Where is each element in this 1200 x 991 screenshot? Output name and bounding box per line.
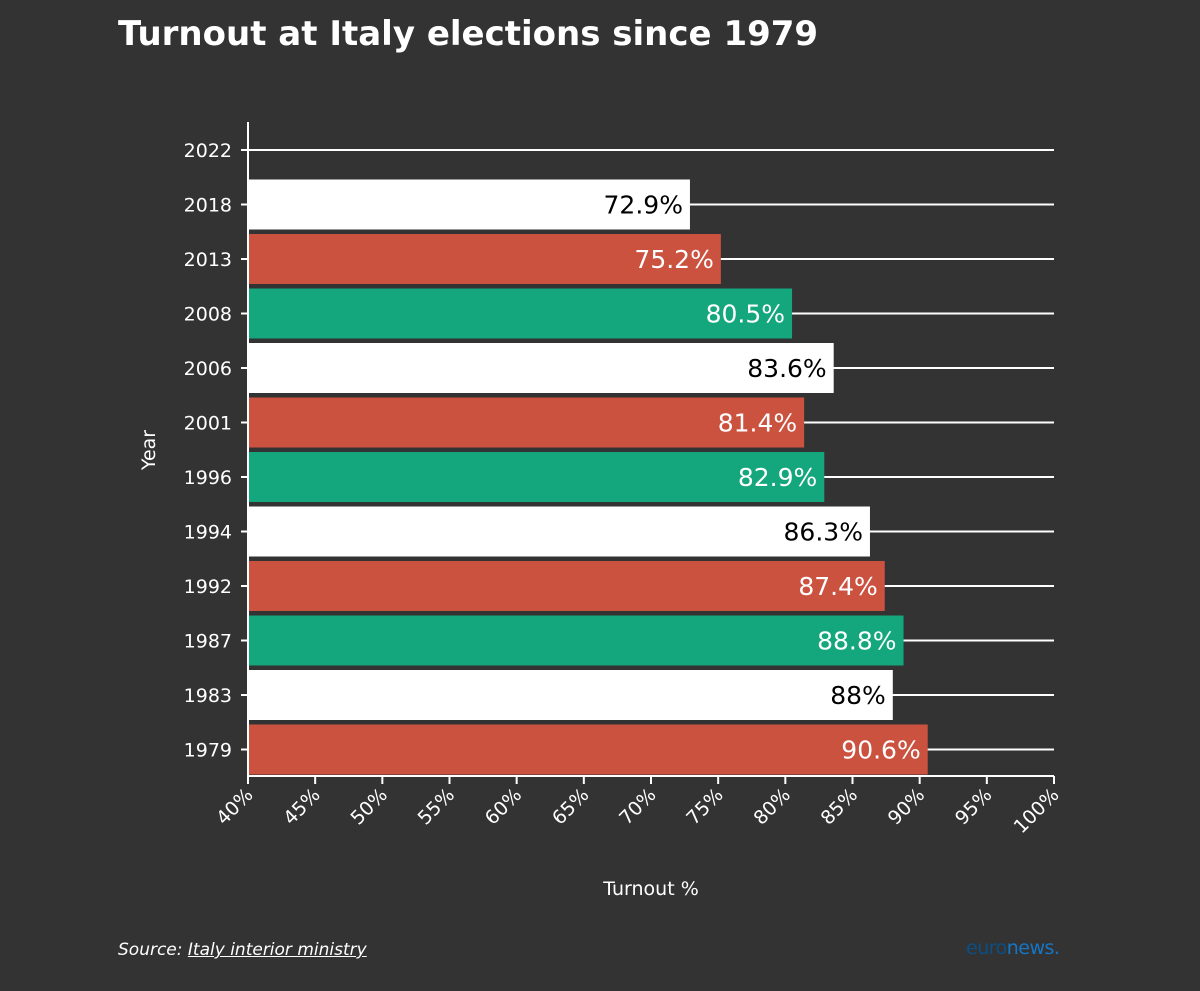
- y-tick-label-2001: 2001: [184, 413, 232, 435]
- bar-1994: [248, 506, 870, 557]
- bar-label-1996: 82.9%: [738, 463, 817, 492]
- x-tick-label-95: 95%: [951, 784, 996, 829]
- x-tick-label-70: 70%: [615, 784, 660, 829]
- x-tick-label-40: 40%: [212, 784, 257, 829]
- x-tick-label-90: 90%: [884, 784, 929, 829]
- x-tick-labels: 40% 45% 50% 55% 60% 65% 70% 75% 80% 85% 90% 95% 100%: [212, 784, 1063, 838]
- bar-label-2001: 81.4%: [718, 409, 797, 438]
- source-note: Source: Italy interior ministry: [118, 940, 367, 960]
- x-axis-label: Turnout %: [602, 878, 699, 900]
- y-tick-label-1996: 1996: [184, 467, 232, 489]
- y-tick-label-1994: 1994: [184, 522, 232, 544]
- y-tick-label-2018: 2018: [184, 195, 232, 217]
- y-tick-label-1983: 1983: [184, 685, 232, 707]
- bar-2001: [248, 397, 805, 448]
- x-tick-label-65: 65%: [548, 784, 593, 829]
- y-tick-label-1979: 1979: [184, 740, 232, 762]
- x-tick-label-55: 55%: [414, 784, 459, 829]
- axes: [241, 122, 1055, 784]
- bar-label-2018: 72.9%: [604, 191, 683, 220]
- x-tick-label-100: 100%: [1010, 784, 1064, 838]
- y-tick-labels: 2022 2018 2013 2008 2006 2001 1996 1994 1992 1987…: [184, 140, 232, 762]
- logo-part-euro: euro: [966, 937, 1007, 959]
- bar-label-1983: 88%: [830, 681, 886, 710]
- euronews-logo: euronews.: [966, 937, 1060, 959]
- bar-1996: [248, 452, 825, 502]
- source-prefix: Source:: [118, 940, 188, 960]
- bar-2013: [248, 234, 721, 284]
- y-axis-label: Year: [138, 430, 160, 471]
- bar-label-2013: 75.2%: [634, 245, 713, 274]
- bars: 72.9% 75.2% 80.5% 83.6% 81.4% 82.9% 86.3% 87.4%…: [248, 179, 928, 775]
- y-tick-label-2013: 2013: [184, 249, 232, 271]
- x-tick-label-85: 85%: [817, 784, 862, 829]
- y-tick-label-2022: 2022: [184, 140, 232, 162]
- bar-1983: [248, 670, 893, 720]
- x-tick-label-80: 80%: [749, 784, 794, 829]
- y-tick-label-1987: 1987: [184, 631, 232, 653]
- x-tick-label-60: 60%: [481, 784, 526, 829]
- chart-title: Turnout at Italy elections since 1979: [118, 14, 819, 54]
- y-tick-label-2008: 2008: [184, 304, 232, 326]
- bar-2006: [248, 343, 834, 393]
- source-link[interactable]: Italy interior ministry: [187, 940, 367, 960]
- x-tick-label-75: 75%: [682, 784, 727, 829]
- bar-label-1979: 90.6%: [841, 736, 920, 765]
- y-tick-label-1992: 1992: [184, 576, 232, 598]
- bar-label-2006: 83.6%: [747, 354, 826, 383]
- bar-2018: [248, 179, 690, 230]
- y-tick-label-2006: 2006: [184, 358, 232, 380]
- x-tick-label-45: 45%: [279, 784, 324, 829]
- bar-1992: [248, 561, 885, 611]
- bar-label-2008: 80.5%: [706, 300, 785, 329]
- logo-part-news: news.: [1006, 937, 1060, 959]
- bar-label-1994: 86.3%: [784, 518, 863, 547]
- bar-1979: [248, 724, 928, 775]
- bar-1987: [248, 615, 904, 666]
- x-tick-label-50: 50%: [346, 784, 391, 829]
- bar-label-1987: 88.8%: [817, 627, 896, 656]
- bar-2008: [248, 288, 793, 339]
- bar-label-1992: 87.4%: [798, 572, 877, 601]
